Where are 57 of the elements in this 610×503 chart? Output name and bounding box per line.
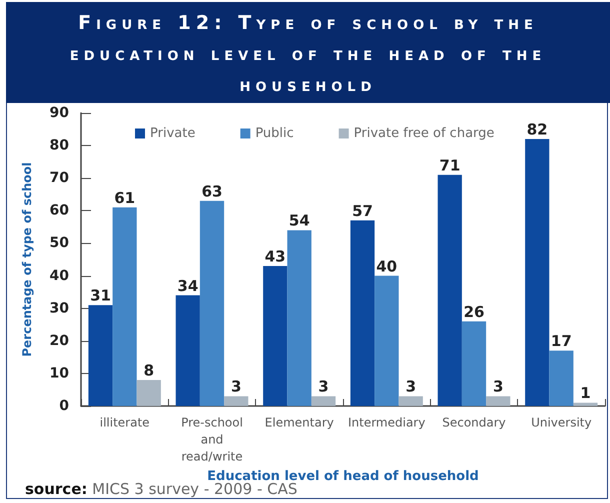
data-label: 3 xyxy=(318,378,329,396)
bar xyxy=(374,276,399,406)
bar xyxy=(525,139,550,406)
data-label: 63 xyxy=(202,182,222,200)
bar xyxy=(311,396,336,406)
y-tick-label: 60 xyxy=(50,202,70,219)
legend-label: Private free of charge xyxy=(354,126,494,141)
data-label: 40 xyxy=(376,257,398,276)
bar xyxy=(486,396,510,406)
x-tick-label: Pre-school and read/write xyxy=(181,416,243,464)
y-tick-label: 20 xyxy=(50,332,70,349)
y-axis-title: Percentage of type of school xyxy=(20,162,34,357)
bar xyxy=(224,396,248,406)
y-tick-label: 10 xyxy=(50,365,70,382)
bar xyxy=(112,207,137,406)
y-tick-label: 50 xyxy=(50,235,70,252)
data-label: 3 xyxy=(492,378,504,396)
bar xyxy=(438,174,462,406)
x-tick-label: illiterate xyxy=(100,416,150,430)
bar xyxy=(176,295,200,406)
data-label: 26 xyxy=(464,302,484,321)
data-label: 1 xyxy=(580,384,591,402)
bar xyxy=(549,350,574,406)
data-label: 54 xyxy=(288,212,310,230)
y-tick-label: 90 xyxy=(50,105,70,121)
data-label: 43 xyxy=(264,248,286,266)
data-label: 8 xyxy=(144,361,154,380)
bar xyxy=(263,266,288,406)
legend-label: Public xyxy=(255,126,294,141)
y-tick-label: 30 xyxy=(50,300,70,316)
y-tick-label: 80 xyxy=(50,138,70,154)
bar xyxy=(350,220,375,406)
bar xyxy=(200,200,224,406)
y-tick-label: 40 xyxy=(50,268,70,284)
x-tick-label: Secondary xyxy=(442,416,506,430)
bar xyxy=(573,402,598,406)
x-tick-label: University xyxy=(531,416,592,430)
data-label: 57 xyxy=(352,202,373,220)
y-tick-label: 70 xyxy=(50,170,70,186)
data-label: 3 xyxy=(406,378,416,396)
y-tick-label: 0 xyxy=(59,398,70,414)
x-tick-label: Elementary xyxy=(264,416,334,430)
data-label: 31 xyxy=(90,286,111,305)
x-tick-label: Intermediary xyxy=(348,416,426,430)
data-label: 61 xyxy=(114,188,136,207)
bar xyxy=(287,230,312,406)
bar xyxy=(136,380,161,406)
data-label: 34 xyxy=(177,276,198,295)
data-label: 82 xyxy=(526,120,548,139)
legend-label: Private xyxy=(150,126,196,141)
data-label: 3 xyxy=(230,378,242,396)
bar xyxy=(398,396,423,406)
bar xyxy=(462,321,486,406)
data-label: 17 xyxy=(550,332,572,350)
data-label: 71 xyxy=(439,156,460,174)
bar xyxy=(88,305,113,406)
chart-title: Figure 12: Type of school by the education level of the head of the household xyxy=(68,11,548,98)
